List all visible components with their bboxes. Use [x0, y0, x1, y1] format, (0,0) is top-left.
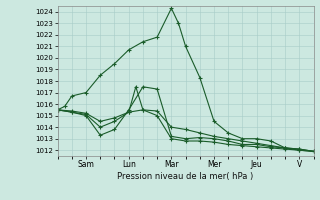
X-axis label: Pression niveau de la mer( hPa ): Pression niveau de la mer( hPa ) [117, 172, 254, 181]
